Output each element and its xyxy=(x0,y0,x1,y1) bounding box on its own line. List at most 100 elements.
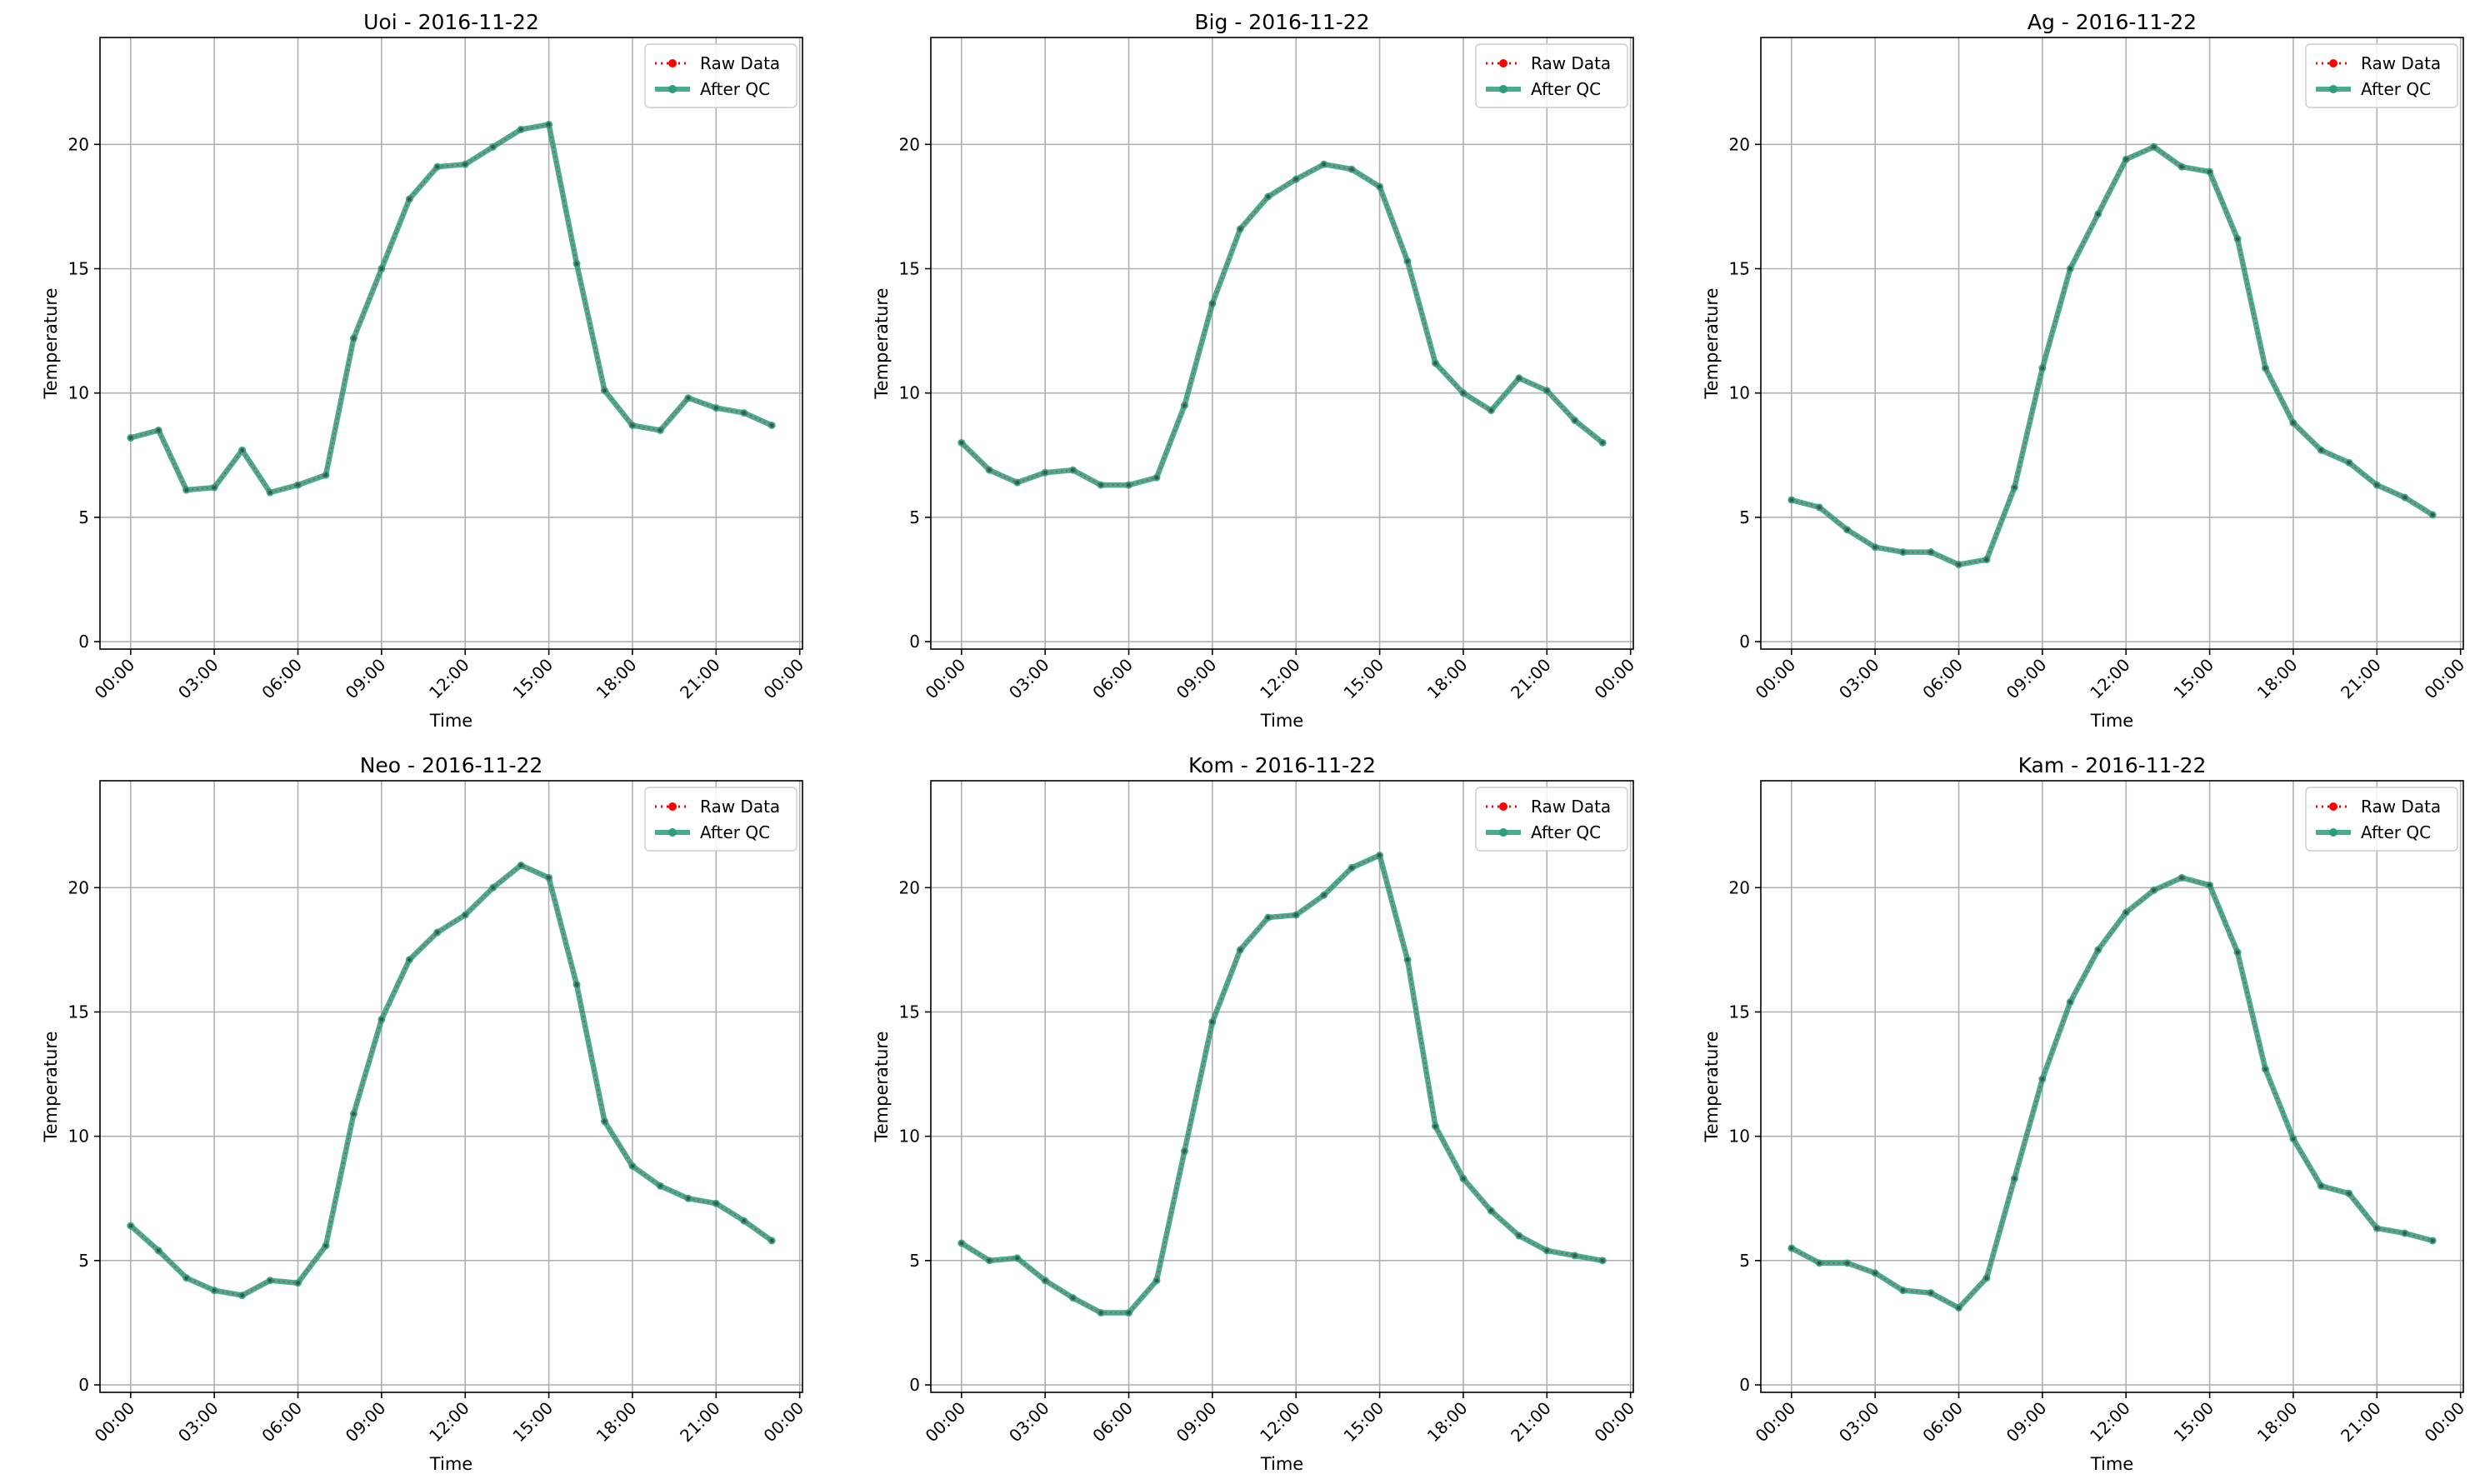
raw-data-point xyxy=(1544,1248,1549,1253)
x-axis-label: Time xyxy=(2090,711,2133,731)
raw-data-point xyxy=(2179,164,2184,169)
legend: Raw Data After QC xyxy=(1475,787,1628,852)
raw-data-point xyxy=(184,487,189,492)
raw-data-point xyxy=(1378,184,1382,189)
raw-data-point xyxy=(128,435,133,440)
raw-data-point xyxy=(1405,957,1410,962)
axes-frame xyxy=(930,37,1634,650)
raw-data-point xyxy=(1461,1176,1466,1181)
x-tick-label: 15:00 xyxy=(2169,655,2218,703)
y-tick-label: 5 xyxy=(1739,1251,1750,1271)
y-tick-label: 10 xyxy=(68,383,89,403)
y-axis-label: Temperature xyxy=(872,1031,892,1142)
raw-data-point xyxy=(1984,1276,1989,1281)
y-tick-label: 20 xyxy=(1729,877,1750,897)
raw-data-point xyxy=(742,1218,747,1223)
legend-raw-data-marker xyxy=(668,59,677,67)
subplot-3: 0 5 10 15 20 00:00 03:00 06:00 09:00 12:00 15:00 18… xyxy=(1702,10,2468,731)
x-tick-label: 15:00 xyxy=(508,655,557,703)
series-raw-data-line xyxy=(130,864,772,1297)
subplot-4: 0 5 10 15 20 00:00 03:00 06:00 09:00 12:00 15:00 18… xyxy=(41,753,808,1474)
x-tick-label: 18:00 xyxy=(1423,1398,1472,1447)
raw-data-point xyxy=(1071,467,1076,472)
subplot-5: 0 5 10 15 20 00:00 03:00 06:00 09:00 12:00 15:00 18… xyxy=(872,753,1638,1474)
x-tick-label: 00:00 xyxy=(1752,655,1800,703)
raw-data-point xyxy=(1042,1278,1048,1283)
legend-label-raw-data: Raw Data xyxy=(1531,53,1611,73)
raw-data-point xyxy=(1957,1306,1961,1310)
y-tick-label: 5 xyxy=(78,1251,89,1271)
series-raw-data-line xyxy=(130,123,772,494)
raw-data-point xyxy=(2096,947,2101,952)
raw-data-point xyxy=(987,1258,992,1263)
raw-data-point xyxy=(574,262,579,266)
raw-data-point xyxy=(686,1196,691,1201)
raw-data-point xyxy=(1600,1258,1605,1263)
x-tick-label: 12:00 xyxy=(1256,655,1304,703)
x-tick-label: 18:00 xyxy=(1423,655,1472,703)
raw-data-point xyxy=(1901,550,1906,555)
raw-data-point xyxy=(1405,259,1410,263)
y-axis-label: Temperature xyxy=(1702,287,1722,399)
raw-data-point xyxy=(323,1243,328,1248)
y-tick-label: 20 xyxy=(899,134,920,154)
raw-data-point xyxy=(1015,1256,1020,1261)
raw-data-point xyxy=(352,1112,356,1117)
legend-raw-data-marker xyxy=(2329,802,2338,811)
x-tick-label: 09:00 xyxy=(1172,1398,1221,1447)
legend: Raw Data After QC xyxy=(644,787,798,852)
subplot-title: Kam - 2016-11-22 xyxy=(2018,753,2207,777)
legend-raw-data-marker xyxy=(1499,59,1508,67)
x-tick-label: 06:00 xyxy=(258,655,306,703)
y-tick-label: 15 xyxy=(68,1002,89,1022)
x-tick-label: 03:00 xyxy=(174,1398,222,1447)
raw-data-point xyxy=(379,267,384,271)
x-tick-label: 21:00 xyxy=(1507,1398,1555,1447)
x-tick-label: 21:00 xyxy=(676,1398,724,1447)
raw-data-point xyxy=(1322,162,1327,167)
legend-label-after-qc: After QC xyxy=(1531,822,1601,842)
y-tick-label: 20 xyxy=(68,134,89,154)
x-tick-label: 15:00 xyxy=(2169,1398,2218,1447)
raw-data-point xyxy=(407,957,412,962)
subplot-title: Neo - 2016-11-22 xyxy=(360,753,543,777)
x-tick-label: 03:00 xyxy=(1835,1398,1883,1447)
raw-data-point xyxy=(2291,421,2296,425)
x-tick-label: 03:00 xyxy=(1005,1398,1053,1447)
raw-data-point xyxy=(296,482,300,487)
x-tick-label: 00:00 xyxy=(1590,1398,1638,1447)
raw-data-point xyxy=(1872,1271,1878,1276)
x-axis-label: Time xyxy=(1260,1454,1303,1474)
raw-data-point xyxy=(1488,1208,1493,1213)
raw-data-point xyxy=(1433,1124,1438,1129)
legend-raw-data-marker xyxy=(2329,59,2338,67)
x-tick-label: 03:00 xyxy=(1835,655,1883,703)
raw-data-point xyxy=(1042,470,1048,475)
x-tick-label: 12:00 xyxy=(1256,1398,1304,1447)
raw-data-point xyxy=(2152,887,2157,892)
raw-data-point xyxy=(686,396,691,401)
plot-area xyxy=(931,781,1633,1392)
raw-data-point xyxy=(2123,157,2128,162)
x-tick-label: 00:00 xyxy=(922,1398,970,1447)
raw-data-point xyxy=(268,1278,272,1283)
legend: Raw Data After QC xyxy=(2305,787,2458,852)
x-tick-label: 09:00 xyxy=(2002,1398,2051,1447)
raw-data-point xyxy=(2430,512,2435,517)
axes-frame xyxy=(1760,37,2464,650)
x-axis-label: Time xyxy=(2090,1454,2133,1474)
raw-data-point xyxy=(2402,1231,2408,1236)
subplot-1: 0 5 10 15 20 00:00 03:00 06:00 09:00 12:00 15:00 18… xyxy=(41,10,808,731)
y-tick-label: 15 xyxy=(68,258,89,278)
legend-raw-data-marker xyxy=(1499,802,1508,811)
x-tick-label: 18:00 xyxy=(2253,655,2302,703)
raw-data-point xyxy=(212,1288,217,1293)
legend: Raw Data After QC xyxy=(644,43,798,108)
y-tick-label: 0 xyxy=(1739,1375,1750,1395)
raw-data-point xyxy=(1349,866,1354,870)
raw-data-point xyxy=(1182,403,1187,407)
raw-data-point xyxy=(435,930,440,935)
raw-data-point xyxy=(1238,227,1242,232)
raw-data-point xyxy=(2318,447,2323,452)
series-after-qc-line xyxy=(958,161,1606,488)
